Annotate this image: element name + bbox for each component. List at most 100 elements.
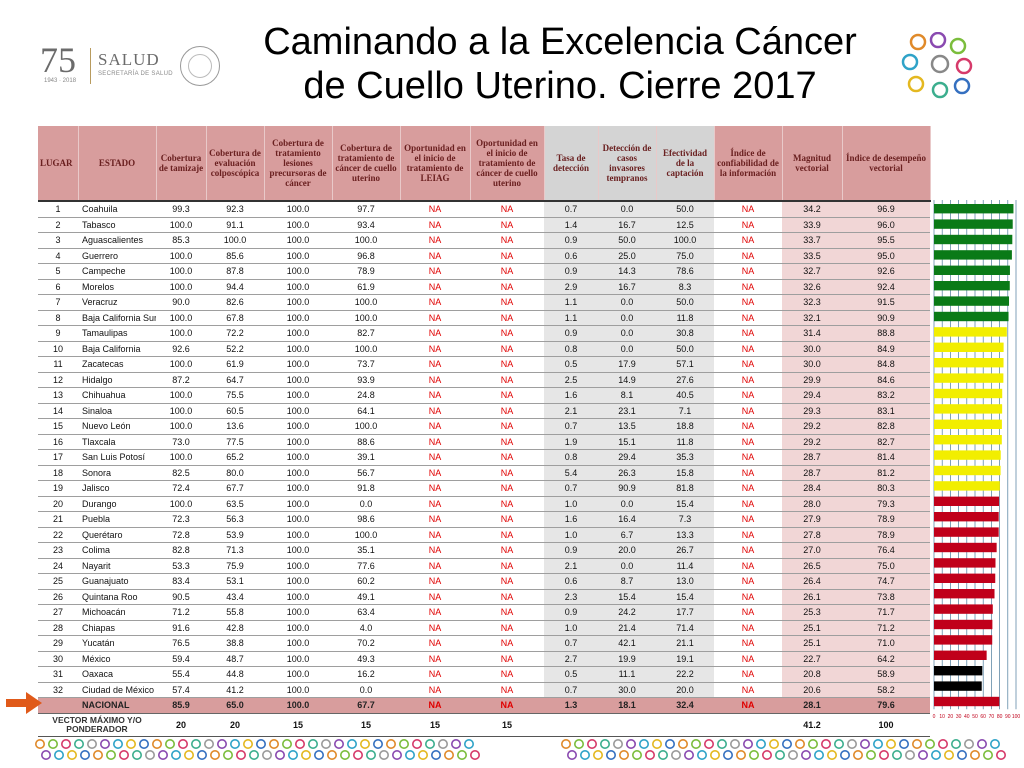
- decor-ring: [664, 739, 675, 749]
- table-cell: 88.6: [332, 434, 400, 450]
- table-cell: 0.9: [544, 232, 598, 249]
- table-cell: NA: [714, 573, 782, 590]
- decor-ring: [339, 750, 350, 760]
- ranking-table: LUGAR ESTADO Cobertura de tamizaje Cobertur…: [38, 126, 931, 737]
- decor-ring: [852, 750, 863, 760]
- table-cell: 78.9: [332, 263, 400, 280]
- table-cell: 2.9: [544, 279, 598, 295]
- table-cell: 1.9: [544, 434, 598, 450]
- table-cell: 72.4: [156, 480, 206, 497]
- bar-20: [934, 496, 1000, 506]
- table-cell: 73.7: [332, 356, 400, 373]
- table-cell: 1.1: [544, 294, 598, 311]
- column-header: Oportunidad en el inicio de tratamiento …: [470, 126, 545, 201]
- table-cell: 35.3: [656, 449, 714, 466]
- bar-4: [934, 250, 1012, 260]
- table-cell: 29.3: [782, 403, 842, 419]
- table-cell: 16.4: [598, 511, 656, 528]
- column-header: LUGAR: [38, 126, 79, 201]
- table-cell: 81.8: [656, 480, 714, 497]
- table-cell: 0.7: [544, 635, 598, 652]
- table-cell: 82.6: [206, 294, 264, 311]
- decor-ring: [787, 750, 798, 760]
- table-cell: NA: [714, 682, 782, 698]
- table-cell: 26.5: [782, 558, 842, 574]
- table-cell: 52.2: [206, 341, 264, 357]
- decor-ring: [93, 750, 104, 760]
- bar-29: [934, 635, 993, 645]
- vector-max-row: VECTOR MÁXIMO Y/O PONDERADOR 20 20 15 15 15 15…: [38, 713, 930, 737]
- tick-label: 40: [964, 714, 970, 720]
- decor-ring: [625, 739, 636, 749]
- table-cell: 100.0: [264, 635, 332, 652]
- table-row: 25 Guanajuato 83.4 53.1 100.0 60.2 NA NA 0.6 8.7 1…: [38, 573, 930, 590]
- table-cell: NA: [470, 511, 544, 528]
- table-cell: 78.9: [842, 511, 930, 528]
- table-cell: 26.7: [656, 542, 714, 559]
- table-cell: México: [78, 651, 156, 667]
- decor-ring: [885, 739, 896, 749]
- table-cell: 32.6: [782, 279, 842, 295]
- table-cell: NA: [714, 403, 782, 419]
- table-cell: Tabasco: [78, 217, 156, 233]
- decor-ring: [768, 739, 779, 749]
- decor-ring: [800, 750, 811, 760]
- table-cell: 91.8: [332, 480, 400, 497]
- decor-ring: [709, 750, 720, 760]
- table-row: 21 Puebla 72.3 56.3 100.0 98.6 NA NA 1.6 16.4 7.3 N…: [38, 511, 930, 528]
- logo-subtitle: SECRETARÍA DE SALUD: [98, 71, 173, 77]
- table-row: 29 Yucatán 76.5 38.8 100.0 70.2 NA NA 0.7 42.1 21.…: [38, 635, 930, 652]
- table-cell: 22.2: [656, 666, 714, 683]
- table-cell: 0.0: [598, 558, 656, 574]
- table-cell: 32.4: [656, 697, 714, 714]
- tick-label: 80: [997, 714, 1003, 720]
- table-cell: 100.0: [332, 341, 400, 357]
- table-cell: 18.1: [598, 697, 656, 714]
- table-cell: 15: [332, 713, 400, 737]
- table-cell: 92.6: [842, 263, 930, 280]
- table-row: 1 Coahuila 99.3 92.3 100.0 97.7 NA NA 0.7 0.0 50.0…: [38, 200, 930, 218]
- table-cell: NA: [470, 310, 544, 326]
- column-header: Índice de desempeño vectorial: [842, 126, 931, 201]
- table-cell: NA: [714, 372, 782, 388]
- table-cell: [598, 713, 656, 737]
- table-cell: 59.4: [156, 651, 206, 667]
- tick-label: 90: [1005, 714, 1011, 720]
- decor-ring: [463, 739, 474, 749]
- table-cell: 85.9: [156, 697, 206, 714]
- decor-ring: [326, 750, 337, 760]
- decor-ring: [716, 739, 727, 749]
- table-cell: 100.0: [264, 589, 332, 605]
- decor-ring: [631, 750, 642, 760]
- table-cell: NA: [400, 279, 470, 295]
- table-row: 23 Colima 82.8 71.3 100.0 35.1 NA NA 0.9 20.0 26.7…: [38, 542, 930, 559]
- tick-label: 60: [980, 714, 986, 720]
- bar-11: [934, 358, 1004, 368]
- table-cell: 100.0: [156, 449, 206, 466]
- bar-1: [934, 204, 1014, 214]
- decor-ring: [424, 739, 435, 749]
- table-cell: 28.1: [782, 697, 842, 714]
- table-cell: 1.1: [544, 310, 598, 326]
- table-cell: 29.2: [782, 418, 842, 435]
- decor-ring: [178, 739, 189, 749]
- table-cell: 5: [38, 263, 78, 280]
- decor-ring: [612, 739, 623, 749]
- table-cell: NA: [470, 403, 544, 419]
- table-cell: 0.5: [544, 666, 598, 683]
- bar-13: [934, 388, 1003, 399]
- table-cell: NA: [470, 542, 544, 559]
- table-cell: 28: [38, 620, 78, 636]
- decor-ring: [359, 739, 370, 749]
- decor-ring: [74, 739, 85, 749]
- table-cell: 28.4: [782, 480, 842, 497]
- decor-ring: [443, 750, 454, 760]
- table-row: 8 Baja California Sur 100.0 67.8 100.0 100.0 N…: [38, 310, 930, 326]
- table-cell: 98.6: [332, 511, 400, 528]
- tick-label: 70: [989, 714, 995, 720]
- performance-bar-chart: 0 10 20 30 40 50 60 70 80 90 100: [933, 200, 1020, 720]
- table-cell: 39.1: [332, 449, 400, 466]
- table-cell: Nuevo León: [78, 418, 156, 435]
- decor-ring: [995, 750, 1006, 760]
- table-cell: Colima: [78, 542, 156, 559]
